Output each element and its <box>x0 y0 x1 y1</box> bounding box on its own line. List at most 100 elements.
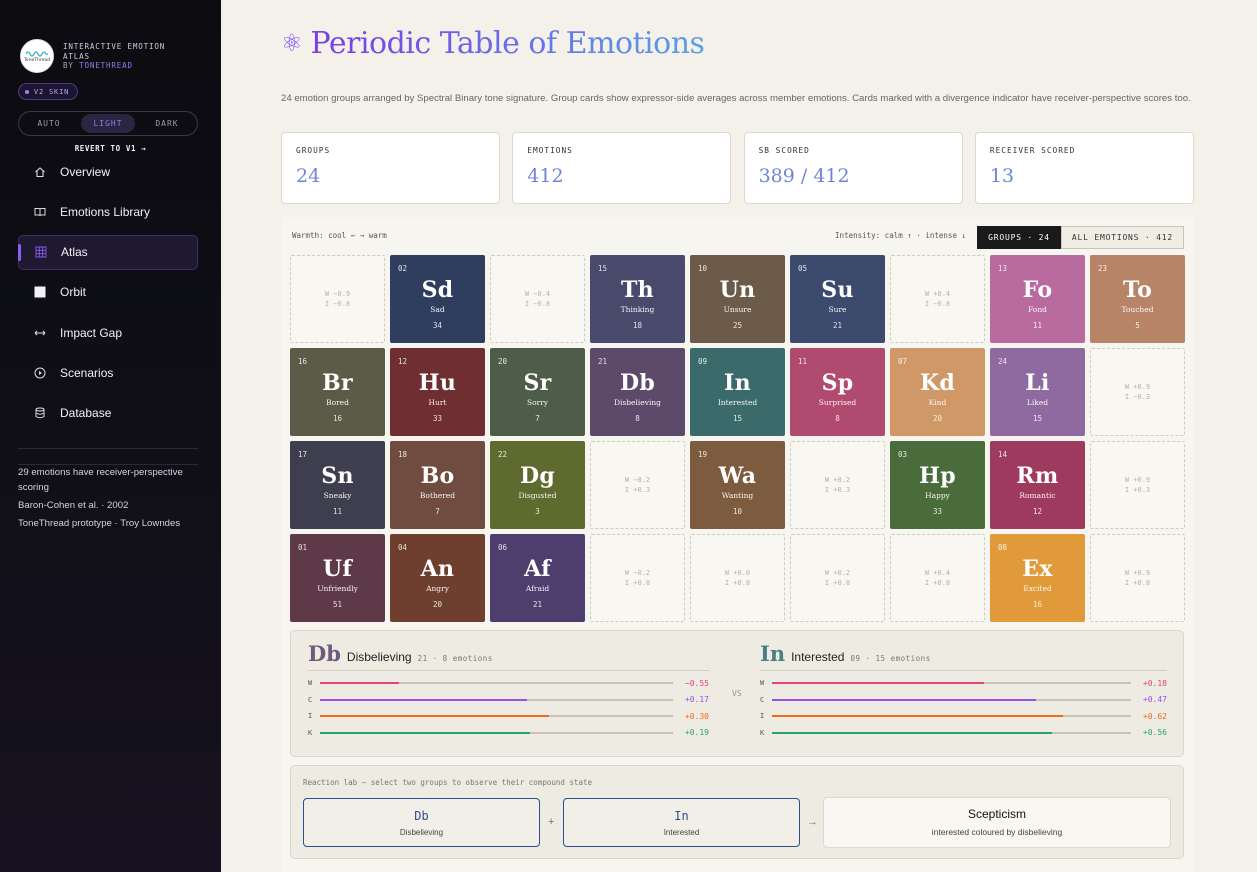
group-number: 18 <box>398 450 408 459</box>
group-card-sad[interactable]: 02 Sd Sad 34 <box>390 255 485 343</box>
group-symbol: Sp <box>821 370 854 396</box>
sidebar-item-database[interactable]: Database <box>18 396 198 431</box>
compare-right-name: Interested <box>791 650 845 664</box>
metric-row-k: K +0.19 <box>308 725 709 742</box>
group-number: 07 <box>898 357 908 366</box>
sidebar-item-atlas[interactable]: Atlas <box>18 234 198 270</box>
group-card-wanting[interactable]: 19 Wa Wanting 10 <box>690 441 785 529</box>
reactant-a[interactable]: Db Disbelieving <box>303 798 540 847</box>
group-count: 7 <box>535 414 540 423</box>
group-number: 24 <box>998 357 1008 366</box>
reactant-b[interactable]: In Interested <box>563 798 800 847</box>
theme-auto[interactable]: AUTO <box>37 119 61 128</box>
group-card-unsure[interactable]: 10 Un Unsure 25 <box>690 255 785 343</box>
skin-badge[interactable]: V2 SKIN <box>18 83 79 100</box>
slot-coordinates: W +0.9 I +0.8 <box>1091 568 1184 588</box>
compare-left-symbol: Db <box>308 641 341 666</box>
group-name: Sorry <box>526 398 549 407</box>
revert-v1-link[interactable]: REVERT TO V1 → <box>74 144 147 153</box>
stat-label: RECEIVER SCORED <box>989 146 1076 155</box>
group-symbol: To <box>1122 277 1153 303</box>
metric-track <box>320 715 673 718</box>
metric-value: +0.18 <box>1142 678 1167 688</box>
metric-key: C <box>308 695 313 704</box>
group-card-sure[interactable]: 05 Su Sure 21 <box>790 255 885 343</box>
group-card-disgusted[interactable]: 22 Dg Disgusted 3 <box>490 441 585 529</box>
slot-intensity: I +0.3 <box>824 486 851 494</box>
metric-key: W <box>760 679 765 688</box>
group-symbol: Rm <box>1016 463 1059 489</box>
compare-right-head: In Interested 09 · 15 emotions <box>760 641 1167 671</box>
sidebar-item-label: Overview <box>60 164 111 179</box>
group-card-disbelieving[interactable]: 21 Db Disbelieving 8 <box>590 348 685 436</box>
compare-right-meta: 09 · 15 emotions <box>850 654 931 663</box>
brand[interactable]: ToneThread INTERACTIVE EMOTION ATLAS BY … <box>20 39 183 73</box>
group-symbol: Sr <box>523 370 552 396</box>
group-number: 23 <box>1098 264 1108 273</box>
metric-fill <box>320 682 400 685</box>
tab-all-emotions[interactable]: ALL EMOTIONS · 412 <box>1060 226 1184 249</box>
empty-slot: W −0.4 I −0.8 <box>490 255 585 343</box>
group-symbol: Hp <box>919 463 956 489</box>
group-card-happy[interactable]: 03 Hp Happy 33 <box>890 441 985 529</box>
metric-fill <box>320 731 531 734</box>
group-symbol: Sd <box>421 277 454 303</box>
sidebar-item-scenarios[interactable]: Scenarios <box>18 355 198 390</box>
theme-dark[interactable]: DARK <box>155 119 179 128</box>
group-name: Bothered <box>419 491 456 500</box>
group-card-angry[interactable]: 04 An Angry 20 <box>390 534 485 622</box>
group-name: Happy <box>925 491 950 500</box>
metric-value: +0.17 <box>684 695 709 705</box>
group-card-sneaky[interactable]: 17 Sn Sneaky 11 <box>290 441 385 529</box>
group-card-hurt[interactable]: 12 Hu Hurt 33 <box>390 348 485 436</box>
slot-warmth: W +0.2 <box>824 476 851 484</box>
stat-receiver-scored: RECEIVER SCORED 13 <box>974 132 1194 204</box>
metric-fill <box>772 682 984 685</box>
group-card-afraid[interactable]: 06 Af Afraid 21 <box>490 534 585 622</box>
sidebar-item-orbit[interactable]: Orbit <box>18 275 198 310</box>
group-card-liked[interactable]: 24 Li Liked 15 <box>990 348 1085 436</box>
group-symbol: In <box>724 370 751 396</box>
slot-intensity: I +0.3 <box>1124 486 1151 494</box>
group-card-surprised[interactable]: 11 Sp Surprised 8 <box>790 348 885 436</box>
group-name: Sad <box>430 305 445 314</box>
sidebar-item-overview[interactable]: Overview <box>18 154 198 189</box>
group-number: 15 <box>598 264 608 273</box>
group-name: Sure <box>828 305 847 314</box>
brand-by-prefix: BY <box>63 61 74 70</box>
sidebar-item-label: Emotions Library <box>60 204 151 219</box>
group-card-fond[interactable]: 13 Fo Fond 11 <box>990 255 1085 343</box>
compare-left-bars: W −0.55 C +0.17 I +0.30 K +0.19 <box>308 675 709 741</box>
group-card-bothered[interactable]: 18 Bo Bothered 7 <box>390 441 485 529</box>
metric-value: +0.19 <box>684 728 709 738</box>
group-card-interested[interactable]: 09 In Interested 15 <box>690 348 785 436</box>
metric-fill <box>772 715 1063 718</box>
group-card-thinking[interactable]: 15 Th Thinking 18 <box>590 255 685 343</box>
stat-label: GROUPS <box>296 146 331 155</box>
sidebar-notes: 29 emotions have receiver-perspective sc… <box>18 465 200 534</box>
tab-groups[interactable]: GROUPS · 24 <box>977 226 1061 249</box>
group-symbol: Br <box>322 370 353 396</box>
group-number: 17 <box>298 450 308 459</box>
group-card-kind[interactable]: 07 Kd Kind 20 <box>890 348 985 436</box>
group-card-bored[interactable]: 16 Br Bored 16 <box>290 348 385 436</box>
group-card-excited[interactable]: 08 Ex Excited 16 <box>990 534 1085 622</box>
skin-dot-icon <box>25 89 29 94</box>
group-card-unfriendly[interactable]: 01 Uf Unfriendly 51 <box>290 534 385 622</box>
group-count: 8 <box>635 414 640 423</box>
sidebar-item-impact-gap[interactable]: Impact Gap <box>18 315 198 350</box>
group-name: Unsure <box>723 305 752 314</box>
sidebar-item-emotions-library[interactable]: Emotions Library <box>18 194 198 229</box>
page-description: 24 emotion groups arranged by Spectral B… <box>281 93 1191 104</box>
theme-light[interactable]: LIGHT <box>81 114 135 133</box>
metric-value: +0.47 <box>1142 695 1167 705</box>
slot-warmth: W +0.0 <box>724 569 751 577</box>
compare-panel: Db Disbelieving 21 · 8 emotions W −0.55 C +… <box>290 630 1184 757</box>
group-symbol: Bo <box>420 463 455 489</box>
group-card-sorry[interactable]: 20 Sr Sorry 7 <box>490 348 585 436</box>
theme-toggle: AUTO LIGHT DARK <box>18 111 198 136</box>
stat-value: 389 / 412 <box>758 165 850 187</box>
stat-groups: GROUPS 24 <box>281 132 500 204</box>
group-card-touched[interactable]: 23 To Touched 5 <box>1090 255 1185 343</box>
group-card-romantic[interactable]: 14 Rm Romantic 12 <box>990 441 1085 529</box>
